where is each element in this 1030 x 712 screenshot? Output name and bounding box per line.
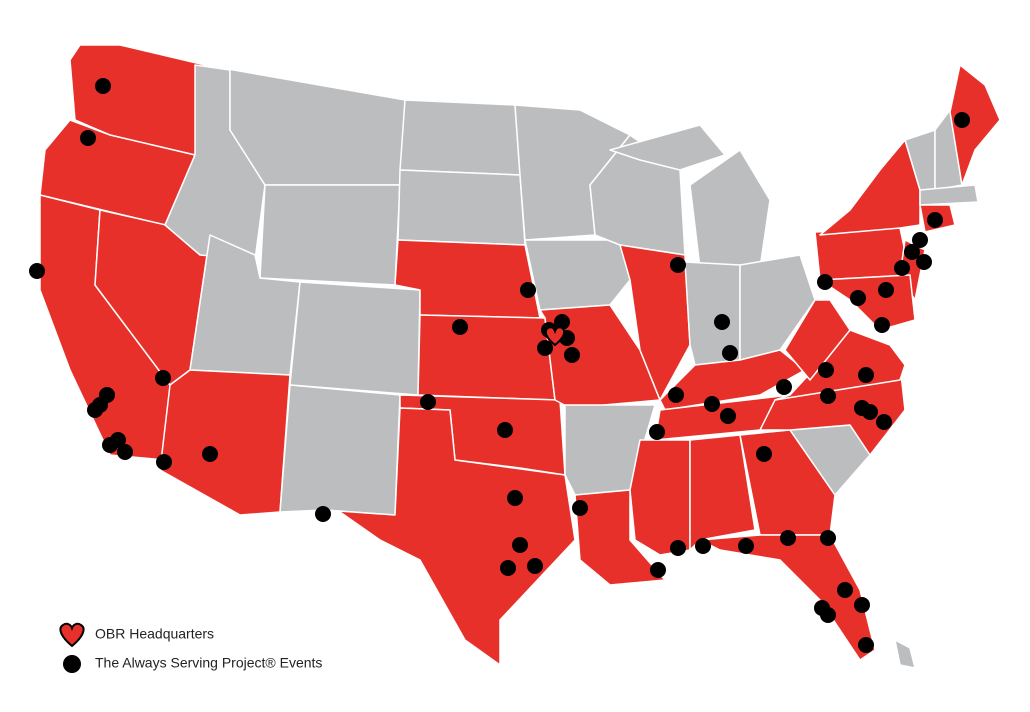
state	[399, 99, 521, 176]
state	[949, 64, 1001, 186]
state	[739, 254, 816, 361]
legend-label: The Always Serving Project® Events	[95, 655, 322, 671]
event-dot	[894, 260, 910, 276]
state	[919, 184, 979, 206]
state	[397, 169, 526, 246]
state	[784, 299, 851, 381]
event-dot	[452, 319, 468, 335]
event-dot	[916, 254, 932, 270]
event-dot	[820, 530, 836, 546]
event-dot	[874, 317, 890, 333]
event-dot	[776, 379, 792, 395]
event-dot	[695, 538, 711, 554]
states	[39, 44, 1001, 669]
event-dot	[820, 388, 836, 404]
state	[819, 139, 921, 236]
event-dot	[95, 78, 111, 94]
event-dot	[858, 637, 874, 653]
event-dot	[904, 244, 920, 260]
legend-label: OBR Headquarters	[95, 626, 214, 642]
state	[689, 434, 756, 551]
event-dot	[817, 274, 833, 290]
event-dot	[714, 314, 730, 330]
event-dot	[668, 387, 684, 403]
event-dot	[117, 444, 133, 460]
state	[524, 239, 631, 311]
event-dot	[720, 408, 736, 424]
event-dot	[155, 370, 171, 386]
event-dot	[649, 424, 665, 440]
event-dot	[99, 387, 115, 403]
event-dots	[29, 78, 970, 653]
event-dot	[156, 454, 172, 470]
event-dot	[780, 530, 796, 546]
event-dot	[820, 607, 836, 623]
event-dot	[912, 232, 928, 248]
event-dot	[837, 582, 853, 598]
event-dot	[420, 394, 436, 410]
event-dot	[927, 212, 943, 228]
hq-icon	[59, 622, 85, 648]
event-dot	[704, 396, 720, 412]
event-dot	[850, 290, 866, 306]
hq-marker	[544, 326, 566, 347]
event-dot	[670, 540, 686, 556]
event-dot	[954, 112, 970, 128]
state	[689, 149, 771, 269]
event-dot	[818, 362, 834, 378]
state	[609, 124, 726, 171]
state	[894, 639, 916, 669]
state	[279, 384, 401, 516]
event-dot	[315, 506, 331, 522]
legend: OBR Headquarters The Always Serving Proj…	[59, 622, 322, 673]
event-dot	[537, 340, 553, 356]
event-dot	[722, 345, 738, 361]
event-dot	[87, 402, 103, 418]
event-dot	[527, 558, 543, 574]
event-dot	[507, 490, 523, 506]
event-dot	[497, 422, 513, 438]
event-dot	[520, 282, 536, 298]
event-dot	[854, 597, 870, 613]
event-icon	[63, 655, 81, 673]
state	[259, 184, 401, 286]
event-dot	[564, 347, 580, 363]
state	[629, 439, 691, 556]
state	[417, 314, 556, 401]
event-dot	[554, 314, 570, 330]
state	[699, 534, 876, 661]
event-dot	[572, 500, 588, 516]
state	[289, 281, 421, 396]
event-dot	[80, 130, 96, 146]
state	[159, 369, 291, 516]
event-dot	[858, 367, 874, 383]
event-dot	[512, 537, 528, 553]
event-dot	[650, 562, 666, 578]
event-dot	[670, 257, 686, 273]
event-dot	[102, 437, 118, 453]
event-dot	[29, 263, 45, 279]
event-dot	[202, 446, 218, 462]
event-dot	[876, 414, 892, 430]
event-dot	[500, 560, 516, 576]
event-dot	[738, 538, 754, 554]
event-dot	[756, 446, 772, 462]
event-dot	[862, 404, 878, 420]
event-dot	[878, 282, 894, 298]
